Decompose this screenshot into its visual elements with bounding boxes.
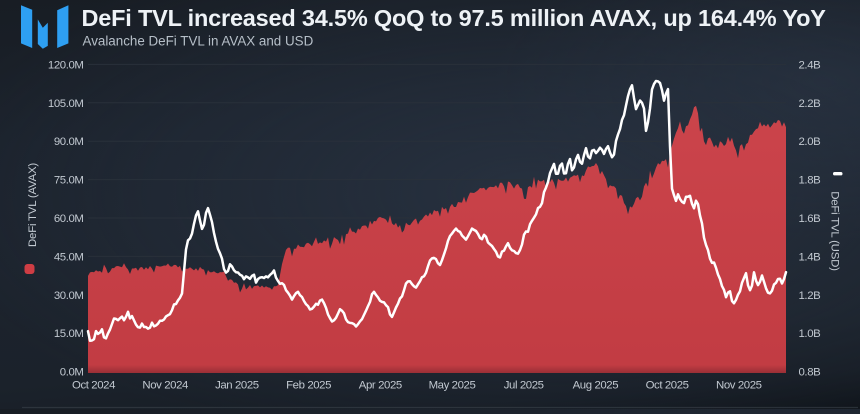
svg-text:1.2B: 1.2B: [799, 290, 821, 302]
svg-text:120.0M: 120.0M: [48, 59, 84, 71]
svg-text:Apr 2025: Apr 2025: [359, 379, 402, 391]
svg-text:1.6B: 1.6B: [799, 213, 821, 225]
svg-text:Feb 2025: Feb 2025: [286, 379, 331, 391]
svg-text:May 2025: May 2025: [429, 379, 476, 391]
svg-text:15.0M: 15.0M: [54, 328, 84, 340]
svg-text:Oct 2025: Oct 2025: [646, 379, 689, 391]
svg-text:DeFi TVL (AVAX): DeFi TVL (AVAX): [27, 163, 39, 247]
svg-text:1.4B: 1.4B: [799, 251, 821, 263]
svg-text:2.2B: 2.2B: [799, 98, 821, 110]
svg-text:2.4B: 2.4B: [799, 59, 821, 71]
svg-text:DeFi TVL increased 34.5% QoQ t: DeFi TVL increased 34.5% QoQ to 97.5 mil…: [82, 5, 827, 31]
svg-text:0.8B: 0.8B: [799, 367, 821, 379]
svg-text:0.0M: 0.0M: [60, 367, 84, 379]
svg-text:Nov 2025: Nov 2025: [716, 379, 762, 391]
svg-text:30.0M: 30.0M: [54, 290, 84, 302]
svg-text:90.0M: 90.0M: [54, 136, 84, 148]
svg-text:Aug 2025: Aug 2025: [573, 379, 619, 391]
svg-text:60.0M: 60.0M: [54, 213, 84, 225]
svg-text:75.0M: 75.0M: [54, 175, 84, 187]
svg-text:2.0B: 2.0B: [799, 136, 821, 148]
svg-text:Nov 2024: Nov 2024: [142, 379, 188, 391]
svg-text:Jan 2025: Jan 2025: [215, 379, 259, 391]
svg-text:1.8B: 1.8B: [799, 175, 821, 187]
svg-text:1.0B: 1.0B: [799, 328, 821, 340]
svg-text:Jul 2025: Jul 2025: [504, 379, 544, 391]
svg-text:DeFi TVL (USD): DeFi TVL (USD): [829, 191, 841, 271]
svg-text:Oct 2024: Oct 2024: [72, 379, 115, 391]
svg-text:Avalanche DeFi TVL in AVAX and: Avalanche DeFi TVL in AVAX and USD: [83, 33, 314, 48]
svg-text:105.0M: 105.0M: [48, 98, 84, 110]
svg-text:45.0M: 45.0M: [54, 251, 84, 263]
